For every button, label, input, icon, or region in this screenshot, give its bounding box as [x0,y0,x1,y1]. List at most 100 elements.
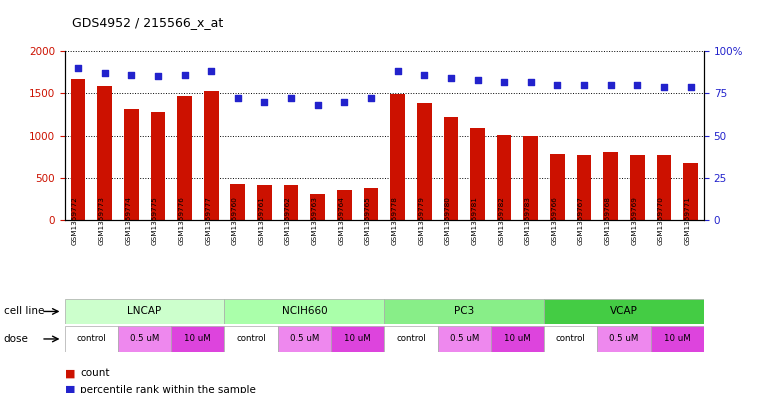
Point [631,82,643,88]
Text: VCAP: VCAP [610,307,638,316]
Point [98,70,111,76]
Text: GSM1359781: GSM1359781 [472,196,478,244]
Point [285,95,297,101]
Text: 10 uM: 10 uM [184,334,212,343]
Bar [284,185,298,220]
Point [578,82,590,88]
Point [419,72,431,78]
Point [498,78,510,84]
Bar [224,326,278,352]
Text: GSM1359763: GSM1359763 [312,196,318,244]
Text: GDS4952 / 215566_x_at: GDS4952 / 215566_x_at [72,17,224,29]
Text: GSM1359770: GSM1359770 [658,196,664,244]
Bar [683,163,698,220]
Text: count: count [80,368,110,378]
Bar [630,154,645,220]
Bar [97,86,112,220]
Bar [118,326,171,352]
Point [524,78,537,84]
Point [604,82,616,88]
Bar [171,326,224,352]
Text: control: control [236,334,266,343]
Point [471,77,484,83]
Point [205,68,218,75]
Bar [278,326,331,352]
Text: GSM1359783: GSM1359783 [525,196,530,244]
Point [391,68,403,75]
Text: GSM1359764: GSM1359764 [339,196,344,244]
Text: GSM1359769: GSM1359769 [632,196,637,244]
Text: GSM1359760: GSM1359760 [232,196,237,244]
Text: 10 uM: 10 uM [664,334,691,343]
Text: 0.5 uM: 0.5 uM [610,334,638,343]
Text: GSM1359767: GSM1359767 [578,196,584,244]
Text: 0.5 uM: 0.5 uM [450,334,479,343]
Text: GSM1359766: GSM1359766 [552,196,557,244]
Text: control: control [76,334,107,343]
Bar [384,326,438,352]
Bar [491,326,544,352]
Bar [177,96,192,220]
Bar [337,190,352,220]
Text: GSM1359762: GSM1359762 [285,196,291,244]
Text: GSM1359782: GSM1359782 [498,196,504,244]
Text: GSM1359774: GSM1359774 [126,196,131,244]
Bar [384,299,544,324]
Bar [417,103,431,220]
Text: GSM1359778: GSM1359778 [392,196,397,244]
Text: dose: dose [4,334,29,344]
Point [312,102,324,108]
Text: GSM1359775: GSM1359775 [152,196,158,244]
Point [684,83,696,90]
Point [551,82,563,88]
Bar [524,136,538,220]
Text: 10 uM: 10 uM [504,334,531,343]
Bar [657,155,671,220]
Text: GSM1359779: GSM1359779 [419,196,425,244]
Point [178,72,190,78]
Bar [224,299,384,324]
Bar [204,91,218,220]
Bar [444,117,458,220]
Text: 10 uM: 10 uM [344,334,371,343]
Text: control: control [556,334,586,343]
Bar [257,185,272,220]
Bar [124,109,139,220]
Text: control: control [396,334,426,343]
Bar [331,326,384,352]
Text: 0.5 uM: 0.5 uM [130,334,159,343]
Bar [231,184,245,220]
Text: GSM1359771: GSM1359771 [685,196,690,244]
Point [151,73,164,79]
Text: GSM1359780: GSM1359780 [445,196,451,244]
Bar [470,129,485,220]
Text: GSM1359772: GSM1359772 [72,196,78,244]
Bar [550,154,565,220]
Point [658,83,670,90]
Text: GSM1359777: GSM1359777 [205,196,211,244]
Text: GSM1359765: GSM1359765 [365,196,371,244]
Point [444,75,457,81]
Bar [390,94,405,220]
Bar [651,326,704,352]
Bar [597,326,651,352]
Text: percentile rank within the sample: percentile rank within the sample [80,385,256,393]
Point [231,95,244,101]
Text: ■: ■ [65,368,75,378]
Bar [497,135,511,220]
Text: NCIH660: NCIH660 [282,307,327,316]
Bar [71,79,85,220]
Text: GSM1359773: GSM1359773 [99,196,104,244]
Bar [364,187,378,220]
Text: PC3: PC3 [454,307,474,316]
Text: GSM1359768: GSM1359768 [605,196,610,244]
Text: GSM1359776: GSM1359776 [179,196,184,244]
Point [258,99,271,105]
Text: cell line: cell line [4,307,44,316]
Bar [151,112,165,220]
Point [72,65,84,71]
Bar [577,154,591,220]
Text: LNCAP: LNCAP [127,307,162,316]
Text: GSM1359761: GSM1359761 [259,196,265,244]
Bar [438,326,491,352]
